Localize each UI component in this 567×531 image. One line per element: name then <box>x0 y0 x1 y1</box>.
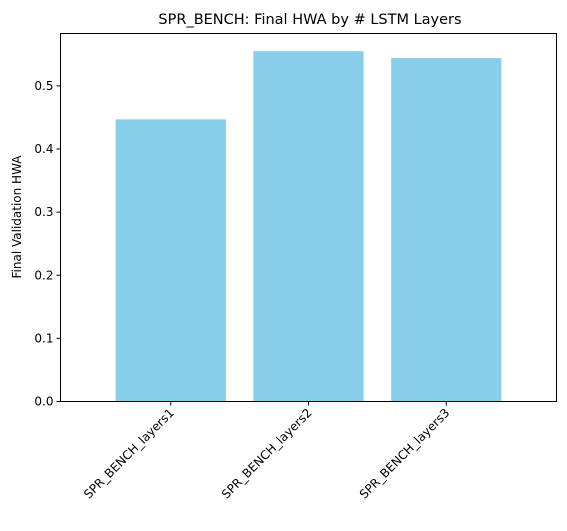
x-tick-label: SPR_BENCH_layers1 <box>81 406 177 502</box>
x-axis-ticks: SPR_BENCH_layers1 SPR_BENCH_layers2 SPR_BE… <box>81 401 453 502</box>
y-axis-label: Final Validation HWA <box>10 155 24 279</box>
y-axis-ticks: 0.0 0.1 0.2 0.3 0.4 0.5 <box>34 79 61 409</box>
x-tick-label: SPR_BENCH_layers2 <box>219 406 315 502</box>
bar-2 <box>253 51 364 402</box>
y-tick-label: 0.2 <box>34 268 53 282</box>
bar-3 <box>391 58 502 402</box>
bar-1 <box>115 119 226 402</box>
y-tick-label: 0.0 <box>34 395 53 409</box>
y-tick-label: 0.3 <box>34 205 53 219</box>
x-tick-label: SPR_BENCH_layers3 <box>357 406 453 502</box>
plot-area-frame <box>60 33 557 402</box>
bars-group <box>115 51 502 402</box>
y-tick-label: 0.4 <box>34 142 53 156</box>
y-tick-label: 0.1 <box>34 331 53 345</box>
y-tick-label: 0.5 <box>34 79 53 93</box>
chart-title: SPR_BENCH: Final HWA by # LSTM Layers <box>158 12 461 28</box>
